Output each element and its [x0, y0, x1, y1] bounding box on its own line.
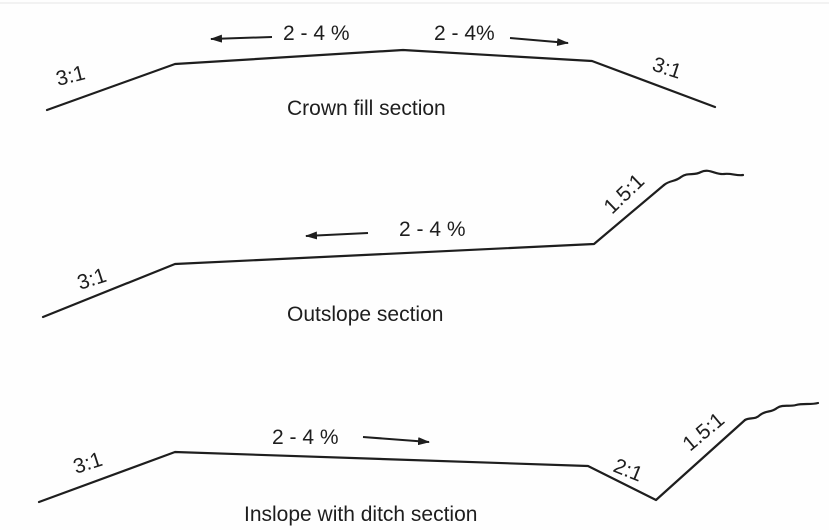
outslope-section: 3:1 1.5:1 2 - 4 % Outslope section [43, 170, 743, 326]
inslope-grade-arrow [363, 437, 429, 442]
crown-right-slope-label: 3:1 [649, 53, 684, 84]
crown-left-grade-label: 2 - 4 % [283, 22, 350, 45]
inslope-left-slope-label: 3:1 [70, 448, 105, 479]
crown-right-grade-label: 2 - 4% [434, 22, 495, 45]
outslope-grade-arrow [306, 233, 368, 236]
outslope-natural-ground [664, 171, 743, 185]
outslope-caption: Outslope section [287, 303, 443, 326]
crown-fill-caption: Crown fill section [287, 97, 446, 120]
inslope-right-slope-label: 1.5:1 [678, 408, 729, 456]
inslope-profile [39, 420, 745, 502]
outslope-right-slope-label: 1.5:1 [599, 170, 649, 219]
inslope-ditch-section: 3:1 2:1 1.5:1 2 - 4 % Inslope with ditch… [39, 403, 818, 526]
crown-left-slope-label: 3:1 [54, 61, 88, 90]
crown-left-grade-arrow [211, 37, 272, 39]
crown-fill-section: 3:1 3:1 2 - 4 % 2 - 4% Crown fill sectio… [47, 22, 715, 120]
inslope-caption: Inslope with ditch section [244, 503, 477, 526]
crown-right-grade-arrow [510, 38, 568, 43]
outslope-grade-label: 2 - 4 % [399, 218, 466, 241]
inslope-ditch-slope-label: 2:1 [610, 454, 646, 486]
inslope-grade-label: 2 - 4 % [272, 426, 339, 449]
inslope-natural-ground [745, 403, 818, 420]
outslope-profile [43, 185, 664, 317]
outslope-left-slope-label: 3:1 [74, 264, 109, 295]
